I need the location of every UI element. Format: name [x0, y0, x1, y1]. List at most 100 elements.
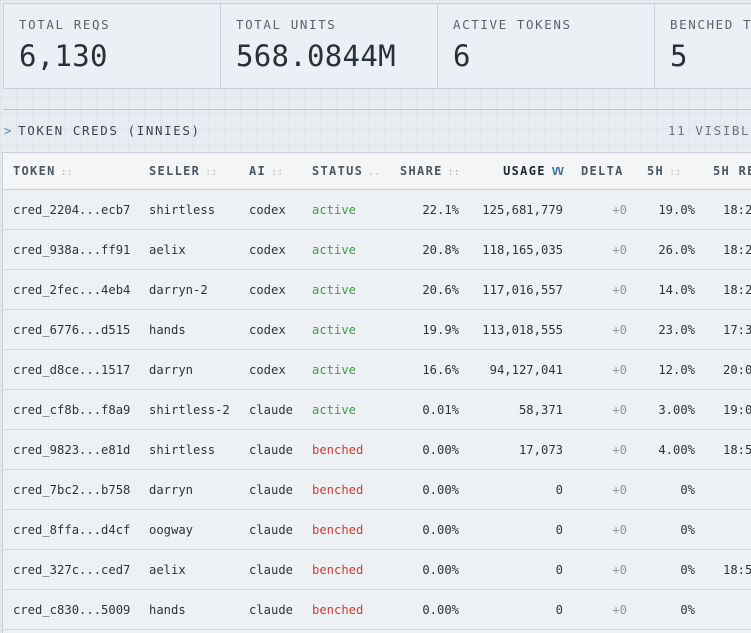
share-cell: 0.00% [390, 589, 463, 630]
stat-label: TOTAL UNITS [236, 17, 337, 32]
share-cell: 16.6% [390, 349, 463, 390]
stat-value: 6 [453, 39, 471, 73]
five-hour-cell: 0% [637, 469, 695, 510]
table-row[interactable]: cred_6776...d515 hands codex active 19.9% 113… [3, 309, 751, 350]
status-cell: active [302, 189, 390, 230]
token-cell: cred_938a...ff91 [3, 229, 139, 270]
delta-cell: +0 [571, 509, 637, 550]
table-row[interactable]: cred_d8ce...1517 darryn codex active 16.6% 94… [3, 349, 751, 390]
table-row[interactable]: cred_2fec...4eb4 darryn-2 codex active 20.6%… [3, 269, 751, 310]
drag-handle-icon[interactable]: :: [60, 167, 73, 178]
table-row[interactable]: cred_2204...ecb7 shirtless codex active 22.1… [3, 189, 751, 230]
seller-cell: darryn-2 [139, 269, 239, 310]
drag-handle-icon[interactable]: :: [447, 167, 460, 178]
table-row[interactable]: cred_cf8b...f8a9 shirtless-2 claude active 0… [3, 389, 751, 430]
five-hour-cell: 23.0% [637, 309, 695, 350]
table-row[interactable]: cred_7bc2...b758 darryn claude benched 0.00%… [3, 469, 751, 510]
column-header-5h-reset[interactable]: 5H RES [695, 153, 751, 190]
seller-cell: shirtless [139, 189, 239, 230]
token-cell: cred_9823...e81d [3, 429, 139, 470]
token-cell: cred_6776...d515 [3, 309, 139, 350]
drag-handle-icon[interactable]: :: [205, 167, 218, 178]
status-cell: benched [302, 509, 390, 550]
usage-cell: 0 [463, 589, 571, 630]
share-cell: 19.9% [390, 309, 463, 350]
token-cell: cred_d8ce...1517 [3, 349, 139, 390]
table-row[interactable]: cred_327c...ced7 aelix claude benched 0.00% 0… [3, 549, 751, 590]
drag-handle-icon[interactable]: :: [271, 167, 284, 178]
section-title: TOKEN CREDS (INNIES) [18, 123, 201, 138]
usage-cell: 113,018,555 [463, 309, 571, 350]
delta-cell: +0 [571, 589, 637, 630]
stat-label: BENCHED TO [670, 17, 751, 32]
five-hour-cell: 3.00% [637, 389, 695, 430]
share-cell: 20.8% [390, 229, 463, 270]
five-hour-reset-cell: 19:00: [695, 389, 751, 430]
seller-cell: aelix [139, 229, 239, 270]
usage-cell: 58,371 [463, 389, 571, 430]
section-divider [3, 109, 751, 110]
five-hour-reset-cell: 17:38: [695, 309, 751, 350]
share-cell: 0.00% [390, 549, 463, 590]
delta-cell: +0 [571, 189, 637, 230]
usage-cell: 17,073 [463, 429, 571, 470]
five-hour-reset-cell: 20:00: [695, 349, 751, 390]
five-hour-reset-cell [695, 509, 751, 550]
token-cell: cred_2204...ecb7 [3, 189, 139, 230]
data-table: TOKEN:: SELLER:: AI:: STATUS.. SHARE:: U… [3, 153, 751, 630]
status-cell: benched [302, 549, 390, 590]
five-hour-cell: 12.0% [637, 349, 695, 390]
stat-card-active-tokens: ACTIVE TOKENS 6 [438, 4, 655, 88]
column-header-status[interactable]: STATUS.. [302, 153, 390, 190]
ai-cell: claude [239, 469, 302, 510]
table-row[interactable]: cred_c830...5009 hands claude benched 0.00% 0… [3, 589, 751, 630]
table-row[interactable]: cred_9823...e81d shirtless claude benched 0.… [3, 429, 751, 470]
stat-label: TOTAL REQS [19, 17, 111, 32]
column-header-token[interactable]: TOKEN:: [3, 153, 139, 190]
five-hour-reset-cell [695, 469, 751, 510]
ai-cell: codex [239, 269, 302, 310]
drag-handle-icon[interactable]: .. [368, 167, 381, 178]
five-hour-cell: 19.0% [637, 189, 695, 230]
token-cell: cred_cf8b...f8a9 [3, 389, 139, 430]
five-hour-cell: 0% [637, 589, 695, 630]
delta-cell: +0 [571, 269, 637, 310]
usage-cell: 0 [463, 549, 571, 590]
stat-card-total-units: TOTAL UNITS 568.0844M [221, 4, 438, 88]
column-header-delta[interactable]: DELTA [571, 153, 637, 190]
status-cell: benched [302, 589, 390, 630]
column-header-usage[interactable]: USAGE VV [463, 153, 571, 190]
seller-cell: shirtless [139, 429, 239, 470]
column-header-ai[interactable]: AI:: [239, 153, 302, 190]
seller-cell: oogway [139, 509, 239, 550]
ai-cell: claude [239, 549, 302, 590]
drag-handle-icon[interactable]: :: [669, 167, 682, 178]
stat-label: ACTIVE TOKENS [453, 17, 572, 32]
table-row[interactable]: cred_8ffa...d4cf oogway claude benched 0.00%… [3, 509, 751, 550]
ai-cell: claude [239, 429, 302, 470]
table-row[interactable]: cred_938a...ff91 aelix codex active 20.8% 118… [3, 229, 751, 270]
five-hour-cell: 4.00% [637, 429, 695, 470]
column-header-seller[interactable]: SELLER:: [139, 153, 239, 190]
five-hour-cell: 0% [637, 509, 695, 550]
sort-desc-icon[interactable]: VV [551, 165, 564, 178]
five-hour-cell: 0% [637, 549, 695, 590]
stat-value: 6,130 [19, 39, 108, 73]
status-cell: active [302, 349, 390, 390]
status-cell: active [302, 309, 390, 350]
status-cell: active [302, 229, 390, 270]
share-cell: 0.01% [390, 389, 463, 430]
seller-cell: hands [139, 309, 239, 350]
delta-cell: +0 [571, 229, 637, 270]
column-header-share[interactable]: SHARE:: [390, 153, 463, 190]
seller-cell: aelix [139, 549, 239, 590]
column-header-5h[interactable]: 5H:: [637, 153, 695, 190]
seller-cell: shirtless-2 [139, 389, 239, 430]
ai-cell: codex [239, 189, 302, 230]
status-cell: active [302, 389, 390, 430]
status-cell: benched [302, 469, 390, 510]
ai-cell: claude [239, 509, 302, 550]
ai-cell: codex [239, 229, 302, 270]
delta-cell: +0 [571, 429, 637, 470]
five-hour-reset-cell: 18:59: [695, 429, 751, 470]
